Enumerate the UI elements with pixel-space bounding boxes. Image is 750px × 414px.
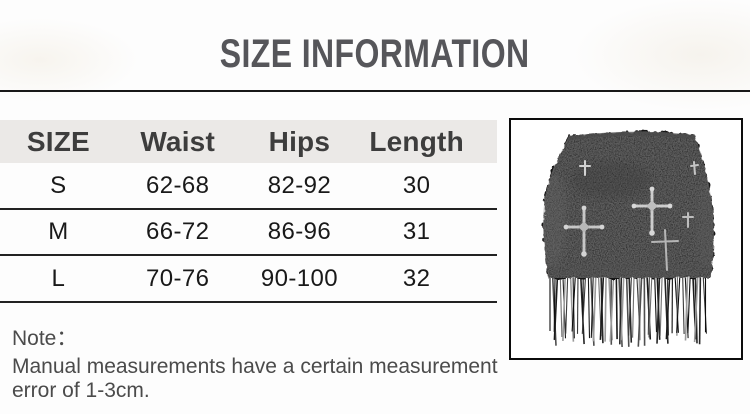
note-label: Note： <box>12 327 78 350</box>
cell-waist: 70-76 <box>145 264 210 292</box>
size-table: SIZE Waist Hips Length S 62-68 82-92 30 … <box>0 120 497 303</box>
small-cross-icon <box>690 161 699 175</box>
measurement-note: Note： Manual measurements have a certain… <box>12 326 502 403</box>
cell-waist: 62-68 <box>145 171 210 199</box>
note-line: Manual measurements have a certain measu… <box>12 355 498 378</box>
title-row: SIZE INFORMATION <box>0 32 750 77</box>
cell-size: S <box>50 171 67 199</box>
cell-hips: 90-100 <box>260 264 338 292</box>
cell-size: L <box>51 264 66 292</box>
column-header-waist: Waist <box>140 125 215 157</box>
table-row: L 70-76 90-100 32 <box>0 256 497 303</box>
skirt-illustration <box>542 131 714 348</box>
cell-size: M <box>48 218 69 245</box>
plain-cross-icon <box>651 229 679 271</box>
cell-length: 31 <box>402 218 431 245</box>
product-image <box>509 118 743 360</box>
page-title: SIZE INFORMATION <box>220 32 530 76</box>
cell-waist: 66-72 <box>145 218 210 245</box>
table-row: S 62-68 82-92 30 <box>0 163 497 210</box>
cell-length: 32 <box>402 264 431 292</box>
note-line: error of 1-3cm. <box>12 379 150 402</box>
cell-length: 30 <box>402 171 431 199</box>
skirt-body <box>542 131 714 279</box>
small-cross-icon <box>579 160 591 176</box>
column-header-size: SIZE <box>26 125 90 157</box>
table-row: M 66-72 86-96 31 <box>0 210 497 256</box>
small-cross-icon <box>682 212 694 228</box>
column-header-length: Length <box>369 125 464 157</box>
cell-hips: 86-96 <box>267 218 332 245</box>
column-header-hips: Hips <box>268 125 331 157</box>
title-divider <box>0 90 750 92</box>
fringe-strands <box>549 272 708 348</box>
cell-hips: 82-92 <box>267 171 332 199</box>
table-header-row: SIZE Waist Hips Length <box>0 120 497 163</box>
